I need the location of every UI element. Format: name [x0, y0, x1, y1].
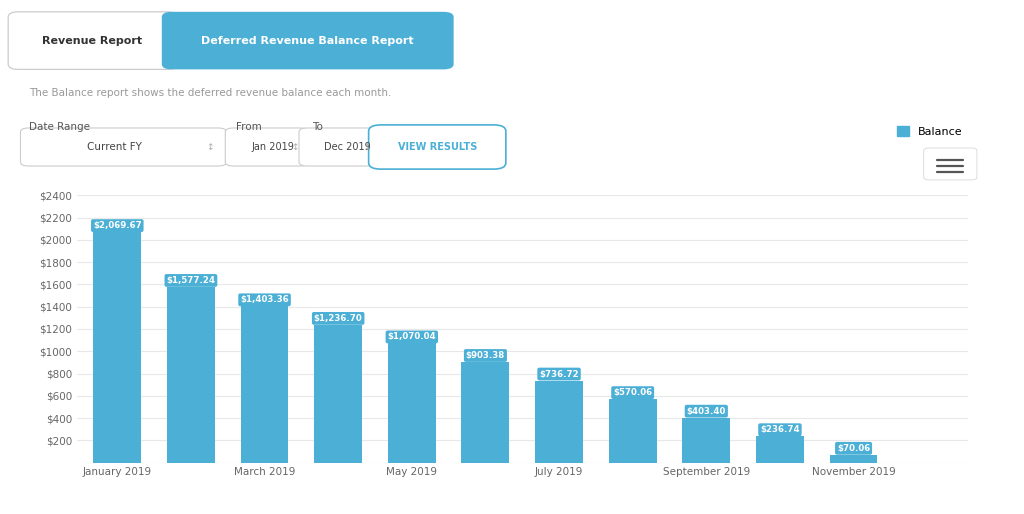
Text: $736.72: $736.72 — [540, 370, 579, 378]
Text: To: To — [312, 122, 324, 133]
Text: ↕: ↕ — [362, 142, 371, 152]
Text: $1,577.24: $1,577.24 — [167, 276, 215, 285]
Text: $403.40: $403.40 — [687, 407, 726, 416]
Bar — [388, 343, 436, 463]
Bar — [314, 325, 362, 463]
Bar — [608, 399, 656, 463]
Text: $1,236.70: $1,236.70 — [313, 314, 362, 323]
Bar — [462, 362, 509, 463]
Text: $1,403.36: $1,403.36 — [241, 296, 289, 304]
Text: $903.38: $903.38 — [466, 351, 505, 360]
Bar — [682, 418, 730, 463]
Bar — [829, 455, 878, 463]
Text: Deferred Revenue Balance Report: Deferred Revenue Balance Report — [201, 35, 414, 46]
Text: $236.74: $236.74 — [760, 425, 800, 434]
Text: ↕: ↕ — [206, 142, 214, 152]
Bar — [536, 380, 583, 463]
Text: Revenue Report: Revenue Report — [42, 35, 142, 46]
Text: VIEW RESULTS: VIEW RESULTS — [397, 142, 477, 152]
Text: Current FY: Current FY — [87, 142, 142, 152]
Text: $1,070.04: $1,070.04 — [387, 333, 436, 341]
Text: $70.06: $70.06 — [837, 444, 870, 453]
Text: Dec 2019: Dec 2019 — [324, 142, 371, 152]
Text: ↕: ↕ — [291, 142, 299, 152]
Text: The Balance report shows the deferred revenue balance each month.: The Balance report shows the deferred re… — [29, 87, 391, 98]
Text: $2,069.67: $2,069.67 — [93, 221, 141, 230]
Bar — [93, 232, 141, 463]
Bar — [756, 436, 804, 463]
Legend: Balance: Balance — [897, 126, 963, 137]
Bar — [241, 306, 289, 463]
Text: From: From — [236, 122, 261, 133]
Bar — [167, 287, 215, 463]
Text: Date Range: Date Range — [29, 122, 90, 133]
Text: Jan 2019: Jan 2019 — [252, 142, 295, 152]
Text: $570.06: $570.06 — [613, 388, 652, 397]
